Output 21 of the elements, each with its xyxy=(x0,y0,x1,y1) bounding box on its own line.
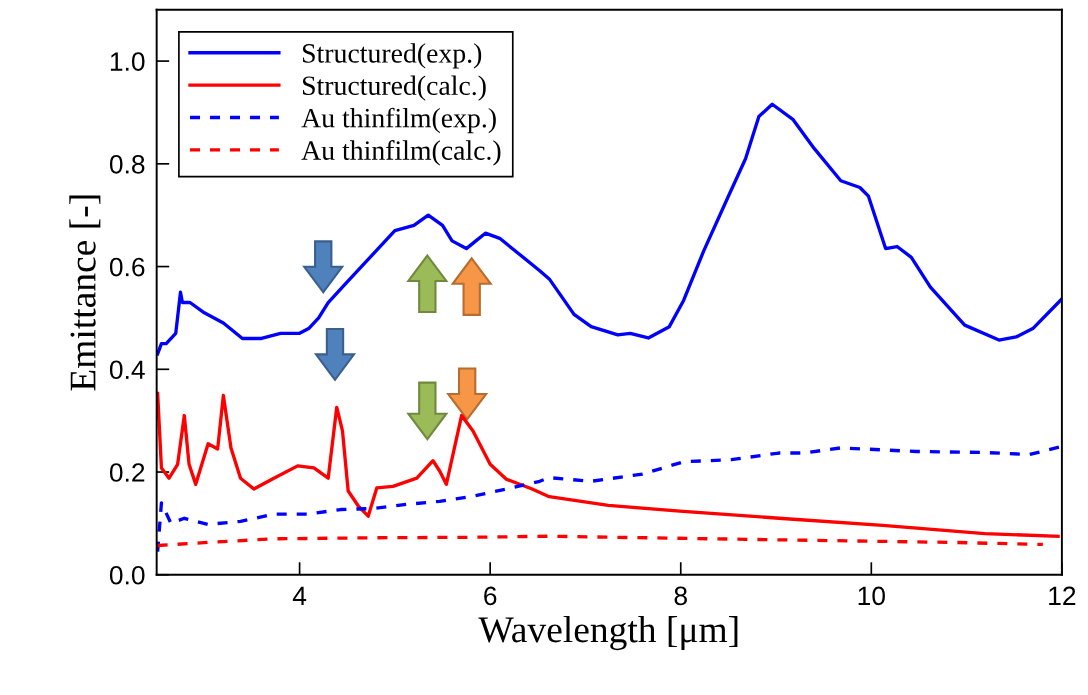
y-tick-label: 0.4 xyxy=(109,360,145,380)
line-series xyxy=(156,102,1062,356)
x-tick-label: 6 xyxy=(484,586,497,606)
line-series xyxy=(156,534,1045,548)
y-tick-label: 0.2 xyxy=(109,463,145,482)
y-tick-label: 0.8 xyxy=(109,154,145,174)
y-tick-label: 0.6 xyxy=(109,257,145,277)
legend-label: Structured(calc.) xyxy=(302,75,486,101)
legend-label: Au thinfilm(calc.) xyxy=(301,140,501,166)
x-tick-label: 10 xyxy=(858,586,885,606)
legend-label: Au thinfilm(exp.) xyxy=(301,107,496,134)
x-axis-title: Wavelength [μm] xyxy=(478,616,738,651)
x-tick-label: 4 xyxy=(292,586,307,605)
legend-label: Structured(exp.) xyxy=(302,43,482,69)
x-tick-label: 8 xyxy=(674,586,687,606)
y-tick-label: 1.0 xyxy=(110,52,145,71)
y-tick-label: 0.0 xyxy=(109,565,145,585)
line-series xyxy=(156,444,1062,554)
y-axis-title: Emittance [-] xyxy=(69,195,101,391)
line-series xyxy=(156,391,1060,538)
x-tick-label: 12 xyxy=(1049,586,1076,605)
